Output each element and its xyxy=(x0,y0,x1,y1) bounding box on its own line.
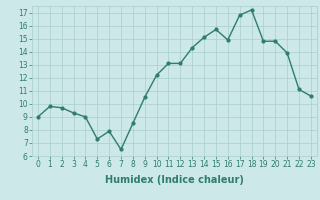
X-axis label: Humidex (Indice chaleur): Humidex (Indice chaleur) xyxy=(105,175,244,185)
